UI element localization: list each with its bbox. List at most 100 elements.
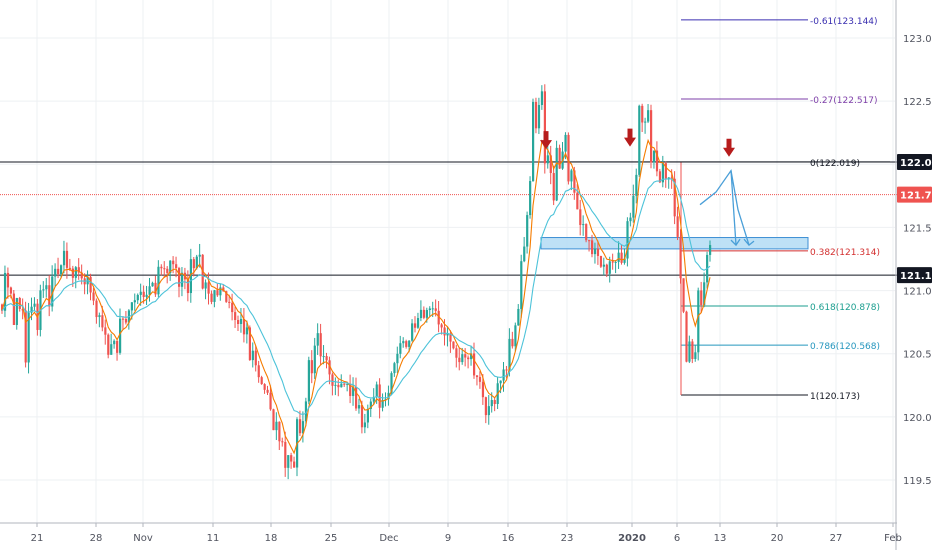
candle-body bbox=[414, 323, 417, 328]
candle-body bbox=[160, 266, 163, 269]
price-tick-label: 121.000 bbox=[903, 287, 932, 298]
candle-body bbox=[543, 91, 546, 164]
candle-body bbox=[278, 421, 281, 442]
candle-body bbox=[107, 334, 110, 355]
candle-body bbox=[130, 302, 133, 311]
candle-body bbox=[470, 353, 473, 360]
candle-body bbox=[80, 272, 83, 279]
price-tag-label: 121.122 bbox=[900, 271, 932, 282]
candle-body bbox=[110, 344, 113, 355]
candle-body bbox=[245, 327, 249, 335]
candle-body bbox=[425, 310, 428, 318]
candle-body bbox=[591, 240, 594, 255]
candle-body bbox=[57, 268, 60, 275]
candle-body bbox=[213, 290, 216, 302]
candle-body bbox=[216, 290, 219, 296]
candle-body bbox=[505, 369, 508, 371]
candle-body bbox=[576, 192, 579, 210]
candle-body bbox=[449, 333, 452, 342]
candle-body bbox=[520, 261, 523, 309]
fib-level-label: -0.27(122.517) bbox=[810, 96, 878, 106]
candle-body bbox=[157, 266, 160, 295]
fibonacci-levels: -0.61(123.144) -0.27(122.517) 0(122.019) 0.… bbox=[545, 17, 890, 402]
candle-body bbox=[632, 195, 635, 218]
candle-body bbox=[458, 357, 461, 363]
candle-body bbox=[694, 352, 697, 359]
candle-body bbox=[428, 308, 431, 311]
candle-body bbox=[357, 405, 361, 409]
candle-body bbox=[658, 171, 662, 183]
chart-grid bbox=[0, 0, 895, 523]
down-arrow-icon bbox=[540, 131, 552, 150]
candle-body bbox=[142, 291, 145, 298]
time-tick-label: 20 bbox=[771, 533, 784, 544]
candle-body bbox=[585, 224, 588, 241]
candle-body bbox=[431, 308, 434, 310]
candle-body bbox=[9, 287, 13, 294]
candle-body bbox=[437, 310, 440, 325]
candle-body bbox=[269, 392, 272, 410]
candle-body bbox=[293, 461, 296, 468]
candle-body bbox=[652, 150, 656, 163]
candle-body bbox=[15, 297, 18, 325]
support-zone-rect bbox=[540, 237, 809, 250]
candle-body bbox=[366, 408, 369, 423]
candle-body bbox=[703, 282, 706, 306]
candle-body bbox=[272, 409, 275, 431]
candle-body bbox=[124, 318, 128, 323]
time-tick-label: 23 bbox=[561, 533, 574, 544]
ma-fast-line bbox=[1, 138, 711, 455]
price-tick-label: 122.500 bbox=[903, 97, 932, 108]
candle-body bbox=[346, 383, 349, 385]
price-tags: 122.018 121.760 121.122 bbox=[897, 154, 932, 284]
horizontal-lines bbox=[0, 161, 897, 276]
candle-body bbox=[493, 400, 496, 405]
candle-body bbox=[650, 110, 653, 163]
candle-body bbox=[484, 397, 487, 416]
candle-body bbox=[325, 356, 328, 361]
candle-body bbox=[579, 209, 582, 226]
candle-body bbox=[402, 341, 405, 344]
candle-body bbox=[676, 216, 679, 237]
candle-body bbox=[620, 252, 623, 263]
price-tick-label: 120.000 bbox=[903, 413, 932, 424]
candle-body bbox=[352, 386, 355, 396]
candle-body bbox=[667, 177, 670, 179]
candle-body bbox=[310, 360, 313, 374]
candle-body bbox=[77, 267, 80, 273]
candle-body bbox=[408, 340, 411, 347]
candle-body bbox=[234, 312, 237, 320]
projection-line bbox=[699, 168, 750, 246]
candle-body bbox=[186, 279, 190, 294]
candle-body bbox=[207, 282, 210, 294]
fib-level-label: -0.61(123.144) bbox=[810, 17, 878, 27]
candle-body bbox=[644, 121, 647, 123]
candle-body bbox=[98, 315, 101, 318]
candle-body bbox=[691, 341, 694, 359]
candle-body bbox=[564, 134, 567, 152]
time-tick-label: 27 bbox=[830, 533, 843, 544]
candle-body bbox=[60, 265, 63, 275]
candle-body bbox=[629, 217, 632, 222]
candle-body bbox=[340, 383, 343, 388]
candle-body bbox=[700, 290, 703, 306]
candle-body bbox=[647, 110, 650, 122]
candle-body bbox=[24, 310, 27, 363]
time-tick-label: 21 bbox=[31, 533, 44, 544]
candle-body bbox=[260, 377, 263, 385]
time-tick-label: 6 bbox=[674, 533, 680, 544]
candle-body bbox=[570, 170, 573, 182]
time-tick-label: Feb bbox=[884, 533, 902, 544]
time-axis[interactable]: 21 28 Nov 11 18 25 Dec 9 16 23 2020 6 13 20 27 Feb bbox=[0, 522, 902, 544]
candle-body bbox=[617, 252, 620, 262]
candle-body bbox=[133, 300, 136, 303]
time-tick-label: 16 bbox=[502, 533, 515, 544]
candle-body bbox=[419, 309, 423, 319]
candle-body bbox=[237, 319, 240, 324]
candle-body bbox=[655, 150, 659, 172]
candle-body bbox=[71, 268, 74, 278]
candle-body bbox=[596, 248, 600, 256]
candle-body bbox=[163, 268, 166, 270]
time-tick-label: 18 bbox=[265, 533, 278, 544]
